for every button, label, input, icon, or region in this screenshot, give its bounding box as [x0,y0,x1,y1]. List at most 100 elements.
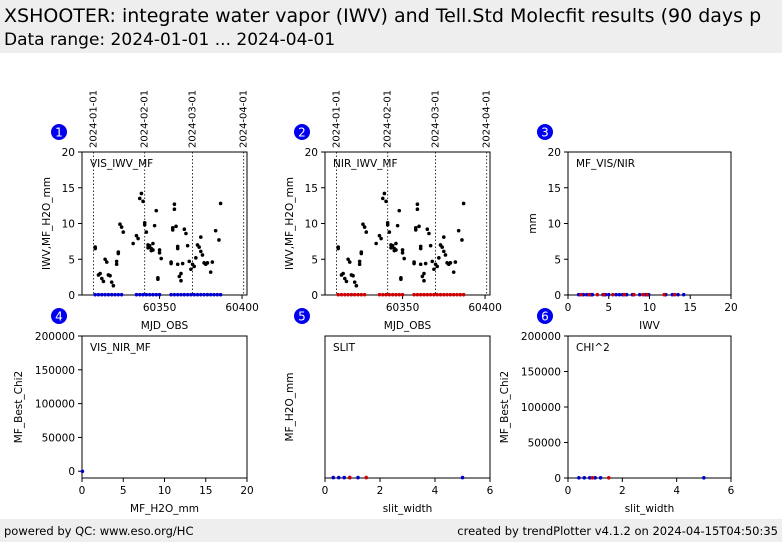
y-tick-label: 10 [62,219,75,231]
y-tick-label: 0 [554,473,561,485]
data-point [387,230,392,234]
x-tick-label: 4 [673,485,680,497]
y-tick-label: 50000 [528,438,561,450]
data-point [142,220,147,225]
data-point [590,475,595,480]
x-tick-label: 60400 [468,302,501,314]
data-point [151,241,155,246]
data-point [428,243,433,248]
data-point [380,196,385,201]
data-range-subtitle: Data range: 2024-01-01 ... 2024-04-01 [4,30,336,50]
data-point [387,292,392,297]
data-point [415,207,420,211]
data-point [417,224,421,229]
y-tick-label: 5 [311,254,318,266]
data-point [352,292,357,297]
data-point [351,273,355,278]
data-point [593,475,597,480]
y-tick-label: 0 [554,290,561,302]
data-point [442,235,446,239]
data-point [461,292,466,297]
plot-number-badge [51,308,67,324]
data-point [349,292,354,297]
date-marker-label: 2024-02-01 [140,90,151,148]
x-tick-label: 2 [377,485,384,497]
y-tick-label: 100000 [35,399,75,411]
data-point [202,292,206,297]
plot-panel-4: 0 5 10 15 20 0 50000 100000 150000 200000 MF_H2O_m… [13,308,254,515]
x-tick-label: 20 [724,302,737,314]
data-point [357,262,362,267]
data-point [169,260,173,264]
data-point [136,236,140,241]
data-point [582,475,587,480]
data-point [172,207,177,211]
y-tick-label: 100000 [521,402,561,414]
x-tick-label: 0 [565,485,572,497]
data-point [185,292,190,297]
data-point [442,292,446,297]
data-point [415,292,420,297]
y-axis-label: MF_Best_Chi2 [13,371,25,443]
data-point [339,292,344,297]
data-point [159,256,163,261]
date-marker-label: 2024-04-01 [482,90,493,148]
x-tick-label: 0 [79,485,86,497]
data-point [598,475,603,480]
plot-number-badge [537,124,553,140]
data-point [622,292,627,297]
data-point [672,292,677,297]
data-point [213,228,218,233]
data-point [346,257,350,262]
x-tick-label: 5 [605,302,612,314]
data-point [432,267,436,272]
data-point [423,261,428,266]
x-tick-label: 2 [619,485,626,497]
y-tick-label: 20 [62,147,75,159]
data-point [184,231,188,236]
data-point [341,271,345,276]
data-point [400,292,405,297]
plot-number-badge [294,308,310,324]
data-point [187,259,192,264]
data-point [394,241,398,246]
data-point [437,256,441,260]
data-point [199,292,203,297]
y-tick-label: 5 [68,254,75,266]
data-point [399,276,403,280]
data-point [93,246,97,251]
plot-frame [81,335,248,479]
x-tick-label: 4 [432,485,439,497]
data-point [147,243,152,248]
date-marker-label: 2024-01-01 [332,90,343,148]
data-point [606,475,611,480]
y-tick-label: 0 [68,290,75,302]
data-point [448,292,453,297]
data-point [364,230,369,234]
y-axis-label: MF_Best_Chi2 [499,371,511,443]
y-tick-label: 10 [548,219,561,231]
data-point [460,475,465,480]
data-point [114,262,119,267]
data-point [606,292,611,297]
data-point [119,292,124,297]
data-point [420,274,425,279]
plot-inset-label: NIR_IWV_MF [333,158,398,170]
data-point [385,220,390,225]
data-point [205,292,210,297]
data-point [422,278,426,283]
data-point [103,292,107,297]
data-point [336,292,341,297]
plot-inset-label: MF_VIS/NIR [576,158,635,170]
data-point [141,199,145,204]
plot-number-badge-label: 3 [541,126,549,140]
x-tick-label: 5 [120,485,127,497]
data-point [101,279,106,284]
data-point [342,475,347,480]
data-point [195,292,200,297]
data-point [177,274,182,279]
footer-created-by: created by trendPlotter v4.1.2 on 2024-0… [457,524,778,538]
data-point [98,271,102,276]
data-point [377,233,382,238]
data-point [456,228,461,233]
